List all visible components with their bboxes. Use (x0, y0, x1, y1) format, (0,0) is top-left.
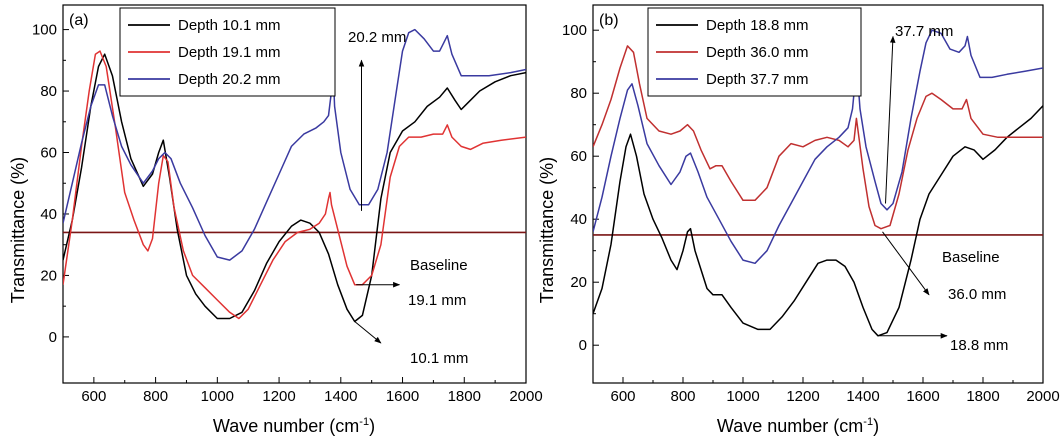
x-tick-label: 1600 (906, 388, 939, 405)
panel-a-x-axis-title: Wave number (cm-1) (213, 416, 375, 436)
annotation-label: 19.1 mm (408, 292, 466, 309)
annotation-label: 18.8 mm (950, 337, 1008, 354)
legend-entry: Depth 18.8 mm (706, 17, 809, 34)
annotation-arrow (885, 35, 896, 204)
y-tick-label: 0 (49, 329, 57, 346)
x-tick-label: 1400 (324, 388, 357, 405)
series-line-2 (593, 45, 1043, 230)
x-tick-label: 1200 (262, 388, 295, 405)
x-tick-label: 2000 (1026, 388, 1059, 405)
panel-a-y-axis-title: Transmittance (%) (8, 157, 28, 303)
x-tick-label: 2000 (509, 388, 542, 405)
baseline-label: Baseline (410, 257, 468, 274)
panel-a-chart: Transmittance (%) Wave number (cm-1) 600… (8, 4, 543, 436)
series-line-3 (63, 28, 526, 261)
panel-b-chart: Transmittance (%) Wave number (cm-1) 600… (537, 4, 1060, 436)
x-tick-label: 800 (143, 388, 168, 405)
baseline-label: Baseline (942, 249, 1000, 266)
series-line-1 (593, 105, 1043, 337)
series-line-1 (63, 53, 526, 323)
plot-frame (592, 4, 1044, 384)
annotation-arrow (354, 321, 382, 344)
x-tick-label: 1800 (448, 388, 481, 405)
y-tick-label: 40 (40, 206, 57, 223)
panel-label: (a) (69, 12, 89, 29)
panel-label: (b) (599, 12, 619, 29)
x-tick-label: 1000 (726, 388, 759, 405)
y-tick-label: 60 (570, 148, 587, 165)
plot-frame (62, 4, 527, 384)
x-tick-label: 1400 (846, 388, 879, 405)
x-tick-label: 600 (81, 388, 106, 405)
x-tick-label: 600 (610, 388, 635, 405)
annotation-label: 10.1 mm (410, 350, 468, 367)
x-tick-label: 1200 (786, 388, 819, 405)
y-tick-label: 0 (579, 337, 587, 354)
x-tick-label: 1000 (201, 388, 234, 405)
series-line-3 (593, 29, 1043, 265)
y-tick-label: 40 (570, 211, 587, 228)
panel-b-x-axis-title: Wave number (cm-1) (717, 416, 879, 436)
annotation-label: 36.0 mm (948, 286, 1006, 303)
legend-entry: Depth 36.0 mm (706, 44, 809, 61)
panel-b-y-axis-title: Transmittance (%) (537, 157, 557, 303)
y-tick-label: 100 (562, 22, 587, 39)
y-tick-label: 80 (40, 83, 57, 100)
y-tick-label: 100 (32, 22, 57, 39)
legend-entry: Depth 19.1 mm (178, 44, 281, 61)
legend-entry: Depth 10.1 mm (178, 17, 281, 34)
annotation-label: 20.2 mm (348, 29, 406, 46)
series-line-2 (63, 50, 526, 320)
y-tick-label: 20 (570, 274, 587, 291)
y-tick-label: 80 (570, 85, 587, 102)
y-tick-label: 20 (40, 267, 57, 284)
y-tick-label: 60 (40, 145, 57, 162)
annotation-arrow (882, 231, 930, 296)
annotation-label: 37.7 mm (895, 23, 953, 40)
legend-entry: Depth 20.2 mm (178, 71, 281, 88)
x-tick-label: 800 (670, 388, 695, 405)
x-tick-label: 1600 (386, 388, 419, 405)
legend-entry: Depth 37.7 mm (706, 71, 809, 88)
x-tick-label: 1800 (966, 388, 999, 405)
